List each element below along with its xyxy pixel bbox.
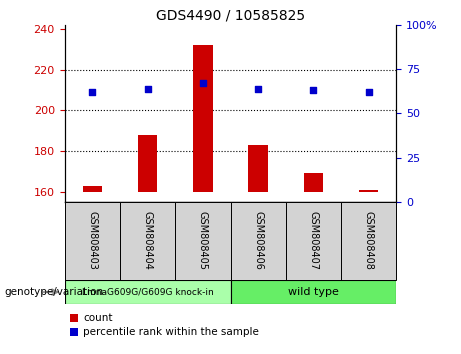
- Bar: [286, 202, 341, 280]
- Text: GSM808407: GSM808407: [308, 211, 319, 270]
- Bar: [120, 202, 175, 280]
- Title: GDS4490 / 10585825: GDS4490 / 10585825: [156, 8, 305, 22]
- Text: GSM808406: GSM808406: [253, 211, 263, 270]
- Bar: [230, 202, 286, 280]
- Bar: [65, 280, 230, 304]
- Bar: [304, 173, 323, 192]
- Bar: [138, 135, 157, 192]
- Text: LmnaG609G/G609G knock-in: LmnaG609G/G609G knock-in: [82, 287, 213, 297]
- Legend: count, percentile rank within the sample: count, percentile rank within the sample: [70, 313, 259, 337]
- Text: GSM808405: GSM808405: [198, 211, 208, 270]
- Point: [144, 86, 151, 91]
- Bar: [65, 202, 120, 280]
- Bar: [230, 280, 396, 304]
- Bar: [175, 202, 230, 280]
- Bar: [193, 45, 213, 192]
- Text: wild type: wild type: [288, 287, 339, 297]
- Text: GSM808408: GSM808408: [364, 211, 374, 270]
- Bar: [83, 185, 102, 192]
- Bar: [359, 190, 378, 192]
- Point: [310, 87, 317, 93]
- Point: [365, 89, 372, 95]
- Text: GSM808403: GSM808403: [87, 211, 97, 270]
- Bar: [341, 202, 396, 280]
- Text: genotype/variation: genotype/variation: [5, 287, 104, 297]
- Text: GSM808404: GSM808404: [142, 211, 153, 270]
- Point: [89, 89, 96, 95]
- Point: [199, 80, 207, 86]
- Point: [254, 86, 262, 91]
- Bar: [248, 145, 268, 192]
